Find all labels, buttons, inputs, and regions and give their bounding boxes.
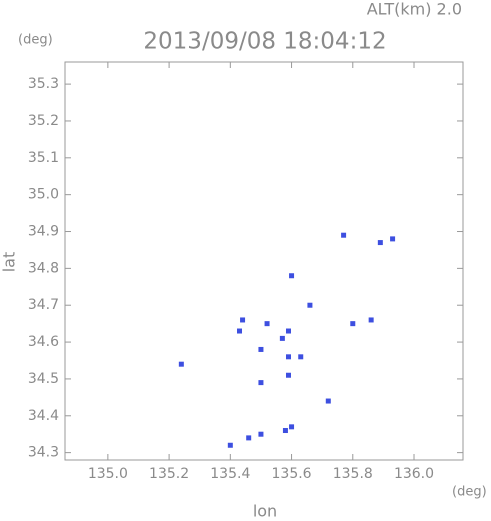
- y-tick-label: 35.1: [28, 150, 59, 166]
- echo-point: [237, 328, 243, 334]
- x-tick-label: 135.4: [210, 466, 250, 482]
- x-tick-label: 135.2: [149, 466, 189, 482]
- x-unit: (deg): [452, 485, 487, 500]
- chart-title: 2013/09/08 18:04:12: [143, 29, 386, 55]
- x-tick-label: 135.8: [333, 466, 373, 482]
- echo-point: [325, 398, 331, 404]
- y-tick-label: 34.4: [28, 408, 59, 424]
- echo-point: [390, 236, 396, 242]
- echo-point: [240, 317, 246, 323]
- echo-point: [285, 328, 291, 334]
- x-tick-label: 135.6: [272, 466, 312, 482]
- plot-frame: [64, 61, 464, 461]
- echo-point: [298, 354, 304, 360]
- y-tick-label: 35.2: [28, 113, 59, 129]
- echo-point: [258, 346, 264, 352]
- echo-point: [350, 321, 356, 327]
- y-tick-label: 35.0: [28, 187, 59, 203]
- x-tick-label: 135.0: [88, 466, 128, 482]
- x-tick-label: 136.0: [394, 466, 434, 482]
- echo-point: [258, 380, 264, 386]
- y-tick-label: 34.3: [28, 445, 59, 461]
- y-tick-label: 34.5: [28, 371, 59, 387]
- echo-point: [282, 428, 288, 434]
- echo-point: [377, 240, 383, 246]
- echo-point: [178, 361, 184, 367]
- y-axis-label: lat: [0, 252, 19, 273]
- y-tick-label: 34.8: [28, 260, 59, 276]
- echo-point: [285, 372, 291, 378]
- echo-point: [307, 302, 313, 308]
- echo-point: [258, 431, 264, 437]
- echo-point: [341, 232, 347, 238]
- echo-point: [285, 354, 291, 360]
- x-axis-label: lon: [253, 502, 277, 521]
- echo-point: [289, 424, 295, 430]
- echo-point: [289, 273, 295, 279]
- y-tick-label: 34.9: [28, 224, 59, 240]
- echo-point: [368, 317, 374, 323]
- echo-point: [227, 442, 233, 448]
- y-tick-label: 35.3: [28, 76, 59, 92]
- y-unit: (deg): [18, 33, 53, 48]
- chart-subtitle: ALT(km) 2.0: [367, 0, 462, 19]
- y-tick-label: 34.6: [28, 334, 59, 350]
- y-tick-label: 34.7: [28, 297, 59, 313]
- echo-point: [246, 435, 252, 441]
- echo-point: [264, 321, 270, 327]
- echo-point: [279, 335, 285, 341]
